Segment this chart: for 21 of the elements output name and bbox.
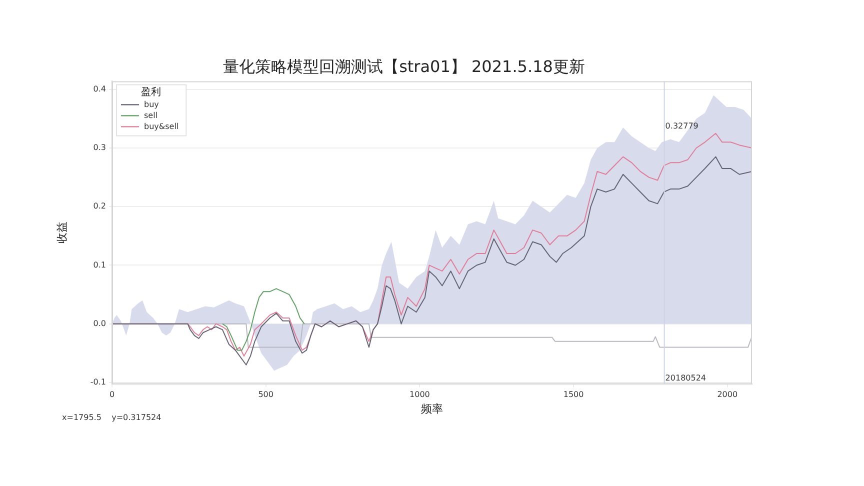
y-tick-label: 0.4 <box>93 84 106 94</box>
annotation: 20180524 <box>665 374 706 383</box>
y-tick-label: -0.1 <box>90 378 106 387</box>
y-tick-label: 0.1 <box>93 260 106 270</box>
legend-label: sell <box>144 110 158 120</box>
legend-title: 盈利 <box>140 86 161 98</box>
y-tick-label: 0.2 <box>93 202 106 211</box>
y-tick-label: 0.0 <box>93 318 106 328</box>
annotation: 0.32779 <box>665 122 698 131</box>
legend-label: buy&sell <box>144 122 179 131</box>
x-tick-label: 1500 <box>563 390 584 400</box>
x-tick-label: 0 <box>109 390 115 400</box>
x-axis-title: 频率 <box>421 402 443 416</box>
x-tick-label: 2000 <box>717 390 738 400</box>
x-tick-label: 1000 <box>410 390 430 400</box>
x-tick-label: 500 <box>258 390 274 400</box>
y-axis-title: 收益 <box>55 222 68 244</box>
y-tick-label: 0.3 <box>93 143 106 152</box>
legend-label: buy <box>144 100 160 109</box>
chart-title: 量化策略模型回溯测试【stra01】 2021.5.18更新 <box>223 56 585 76</box>
text: x=1795.5 y=0.317524 <box>62 413 162 422</box>
